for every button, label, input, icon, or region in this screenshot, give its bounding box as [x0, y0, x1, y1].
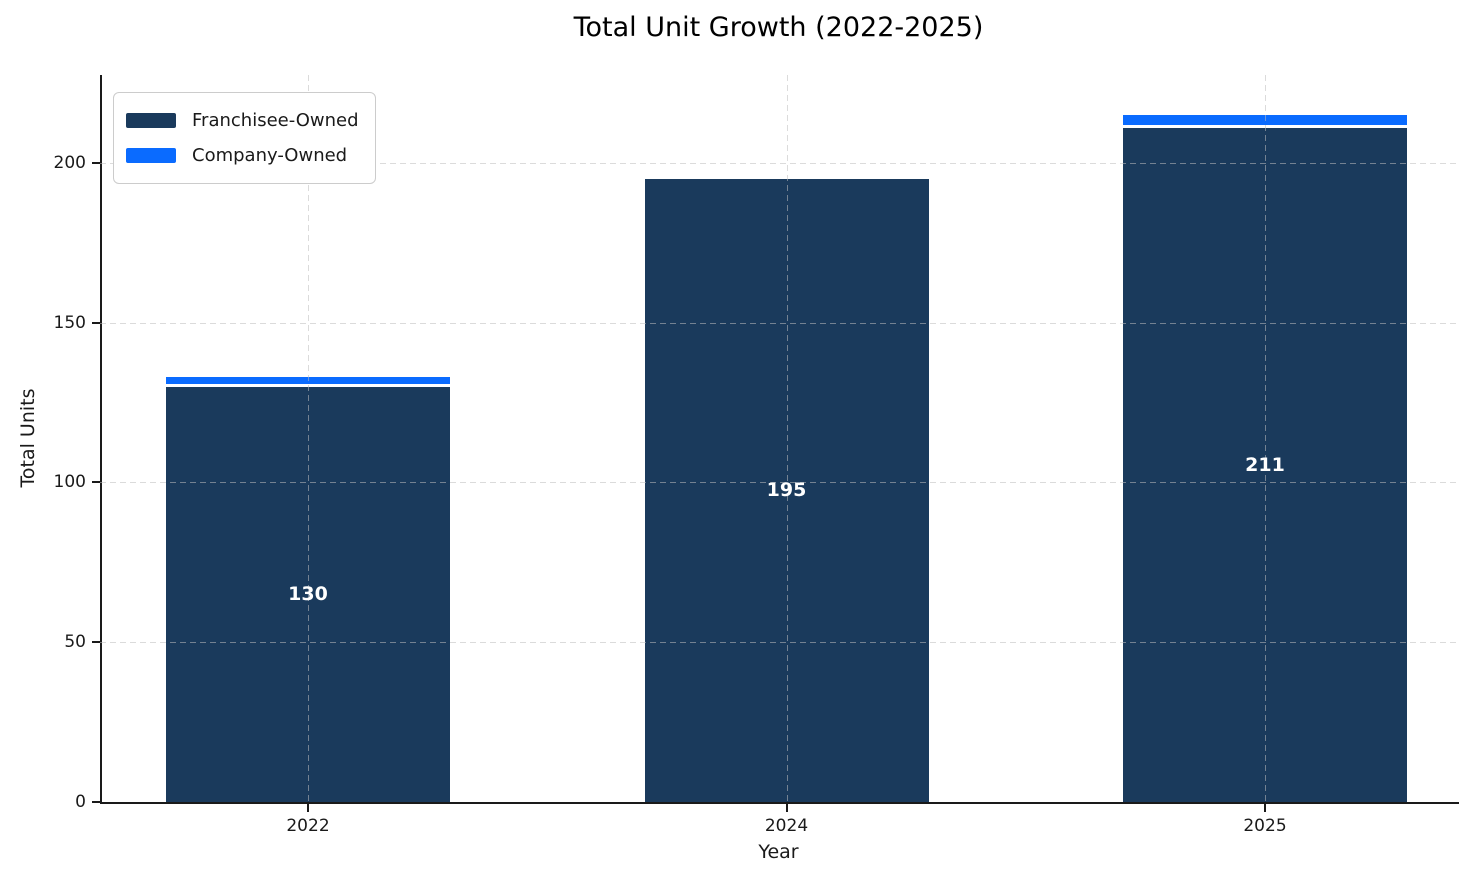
x-tick-label: 2022 [286, 816, 330, 836]
gridline [1265, 75, 1266, 802]
tick-mark [307, 804, 309, 812]
tick-mark [92, 801, 100, 803]
bar-value-label: 195 [766, 479, 807, 502]
y-tick-label: 150 [53, 312, 86, 333]
chart-title: Total Unit Growth (2022-2025) [573, 12, 984, 43]
bar-value-label: 211 [1245, 453, 1285, 476]
tick-mark [785, 804, 788, 812]
y-tick-label: 100 [53, 472, 86, 493]
gridline [100, 482, 1457, 484]
gridline [786, 75, 788, 802]
gridline [308, 75, 309, 802]
legend-item: Company-Owned [126, 138, 359, 173]
x-axis-label: Year [758, 841, 799, 863]
tick-mark [92, 161, 100, 164]
legend-item: Franchisee-Owned [126, 103, 359, 138]
x-tick-label: 2024 [764, 816, 809, 836]
gridline [100, 322, 1457, 324]
gridline [100, 642, 1457, 644]
legend-label: Franchisee-Owned [192, 110, 359, 131]
y-tick-label: 50 [64, 632, 86, 653]
tick-mark [92, 641, 100, 644]
legend-swatch [126, 148, 176, 163]
x-tick-label: 2025 [1243, 816, 1287, 836]
legend-label: Company-Owned [192, 145, 348, 166]
y-tick-label: 200 [53, 152, 86, 173]
bar-value-label: 130 [288, 583, 328, 606]
tick-mark [92, 481, 100, 484]
legend-swatch [126, 113, 176, 128]
tick-mark [1264, 804, 1266, 812]
legend: Franchisee-Owned Company-Owned [113, 92, 376, 184]
gridline [100, 162, 1457, 164]
tick-mark [92, 321, 100, 324]
plot-area [100, 75, 1459, 804]
y-tick-label: 0 [75, 792, 86, 812]
